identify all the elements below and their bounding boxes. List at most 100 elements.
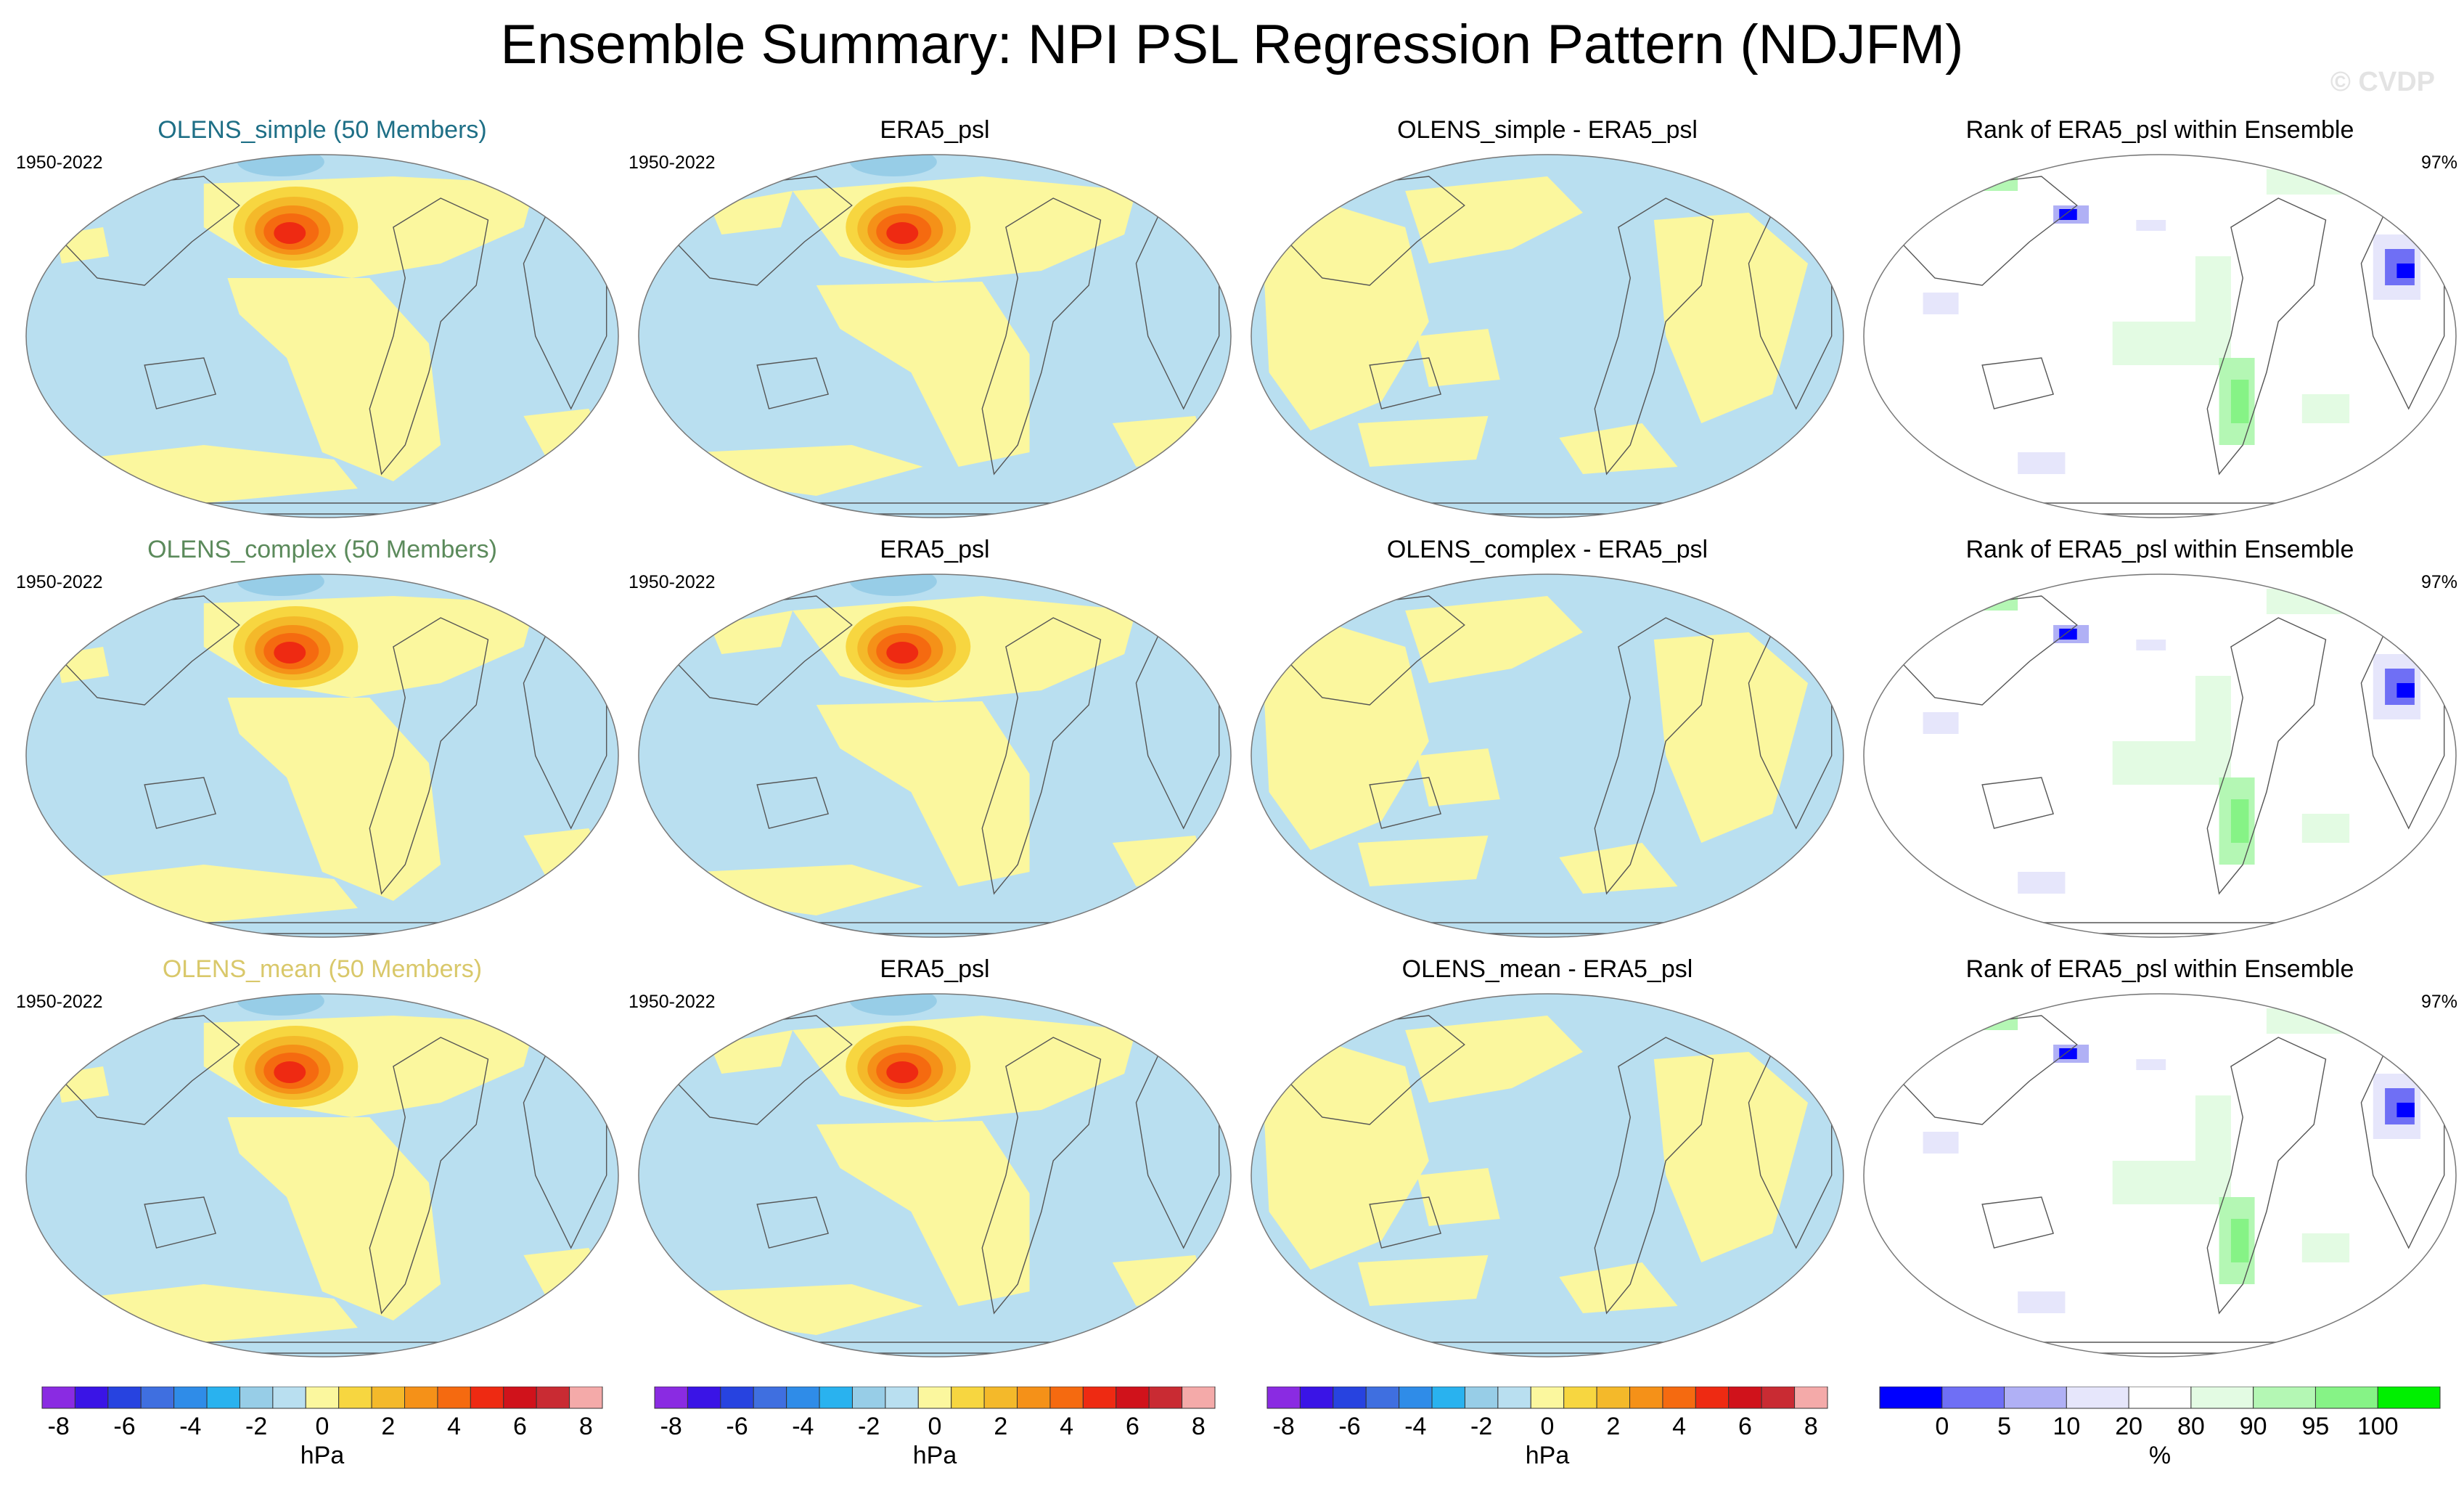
map-border bbox=[25, 993, 619, 1358]
world-map-diff bbox=[1251, 573, 1844, 938]
colorbar-tick-label: -2 bbox=[1470, 1413, 1492, 1440]
colorbar-tick-label: 8 bbox=[1804, 1413, 1818, 1440]
colorbar-swatch bbox=[338, 1387, 372, 1409]
colorbar-swatch bbox=[437, 1387, 471, 1409]
rank-percent-label: 97% bbox=[2421, 152, 2458, 173]
anomaly-west-continent-band bbox=[1263, 625, 1429, 850]
rank-cell bbox=[2397, 264, 2415, 278]
panel-title: ERA5_psl bbox=[880, 536, 990, 563]
rank-cell bbox=[2059, 629, 2077, 640]
americas-outline bbox=[2206, 617, 2327, 895]
colorbar-tick-label: -8 bbox=[660, 1413, 682, 1440]
colorbar-swatch bbox=[753, 1387, 787, 1409]
rank-cell bbox=[1911, 589, 2018, 611]
colorbar-tick-label: 4 bbox=[1060, 1413, 1073, 1440]
period-label: 1950-2022 bbox=[16, 152, 103, 173]
rank-cell bbox=[1923, 293, 1959, 314]
colorbar-swatch bbox=[569, 1387, 603, 1409]
colorbar-unit-label: % bbox=[2149, 1442, 2171, 1469]
anomaly-south-atlantic-patch bbox=[1559, 843, 1678, 894]
map-border bbox=[25, 573, 619, 938]
anomaly-west-continent-band bbox=[1263, 1045, 1429, 1270]
colorbar-swatch bbox=[2314, 1387, 2378, 1409]
anomaly-south-pacific-patch bbox=[1357, 1255, 1489, 1306]
rank-cell bbox=[2301, 1233, 2350, 1262]
polar-low-contour bbox=[849, 994, 937, 1016]
rank-cell bbox=[2136, 220, 2166, 231]
americas-outline bbox=[1594, 1037, 1714, 1315]
americas-outline bbox=[2206, 1037, 2327, 1315]
rank-cell bbox=[2059, 209, 2077, 220]
rank-cell bbox=[1911, 169, 2018, 191]
anomaly-north-pacific-arc bbox=[1405, 1016, 1583, 1103]
aleutian-contour-5 bbox=[886, 222, 919, 244]
colorbar-swatch bbox=[1049, 1387, 1084, 1409]
australia-outline bbox=[1981, 1196, 2055, 1249]
rank-cell bbox=[2397, 1103, 2415, 1117]
australia-outline bbox=[1981, 357, 2055, 409]
panel-title: Rank of ERA5_psl within Ensemble bbox=[1965, 955, 2354, 983]
anomaly-north-pacific-arc bbox=[1405, 176, 1583, 264]
americas-outline bbox=[369, 1037, 489, 1315]
colorbar-tick-label: -4 bbox=[792, 1413, 814, 1440]
colorbar-swatch bbox=[140, 1387, 175, 1409]
world-map-obs bbox=[638, 573, 1232, 938]
rank-cell bbox=[2266, 1008, 2386, 1034]
rank-cell bbox=[2301, 394, 2350, 423]
anomaly-americas-band bbox=[1653, 213, 1809, 423]
colorbar-tick-label: 6 bbox=[1126, 1413, 1139, 1440]
rank-cell bbox=[2266, 589, 2386, 614]
polar-low-contour bbox=[237, 574, 324, 596]
colorbar-swatch bbox=[470, 1387, 504, 1409]
colorbar-swatch bbox=[851, 1387, 886, 1409]
polar-low-contour bbox=[849, 155, 937, 176]
cvdp-watermark: © CVDP bbox=[2330, 67, 2435, 97]
aleutian-contour-5 bbox=[886, 642, 919, 664]
panel-title: OLENS_complex (50 Members) bbox=[147, 536, 497, 563]
colorbar-swatch bbox=[206, 1387, 240, 1409]
rank-cell bbox=[1923, 712, 1959, 734]
colorbar-swatch bbox=[720, 1387, 754, 1409]
rank-cell bbox=[2301, 814, 2350, 843]
rank-cell bbox=[1923, 1132, 1959, 1154]
colorbar-swatch bbox=[1497, 1387, 1531, 1409]
americas-outline bbox=[1594, 197, 1714, 475]
map-border bbox=[1251, 573, 1844, 938]
chart-title: Ensemble Summary: NPI PSL Regression Pat… bbox=[500, 14, 1964, 75]
colorbar-swatch bbox=[173, 1387, 208, 1409]
world-map-model bbox=[25, 154, 619, 518]
map-border bbox=[1863, 993, 2457, 1358]
map-border bbox=[25, 154, 619, 518]
colorbar-swatch bbox=[1017, 1387, 1051, 1409]
rank-cell bbox=[2112, 322, 2208, 365]
colorbar-unit-label: hPa bbox=[1526, 1442, 1570, 1469]
colorbar-swatch bbox=[404, 1387, 438, 1409]
colorbar-tick-label: 6 bbox=[1738, 1413, 1752, 1440]
colorbar-swatch bbox=[107, 1387, 142, 1409]
colorbar-tick-label: 2 bbox=[381, 1413, 395, 1440]
colorbar-swatch bbox=[1082, 1387, 1117, 1409]
colorbar-tick-label: 0 bbox=[1541, 1413, 1555, 1440]
map-border bbox=[1863, 573, 2457, 938]
colorbar-tick-label: 0 bbox=[1935, 1413, 1949, 1440]
americas-outline bbox=[1594, 617, 1714, 895]
panel-title: OLENS_simple - ERA5_psl bbox=[1397, 116, 1698, 144]
colorbar-swatch bbox=[371, 1387, 406, 1409]
rank-cell bbox=[2136, 640, 2166, 650]
colorbar-unit-label: hPa bbox=[300, 1442, 345, 1469]
colorbar-swatch bbox=[2066, 1387, 2129, 1409]
colorbar-swatch bbox=[1794, 1387, 1828, 1409]
americas-outline bbox=[369, 197, 489, 475]
anomaly-west-continent-band bbox=[1263, 205, 1429, 430]
colorbar-swatch bbox=[687, 1387, 721, 1409]
aleutian-contour-5 bbox=[274, 222, 306, 244]
rank-cell bbox=[2018, 452, 2066, 474]
anomaly-americas-band bbox=[1653, 632, 1809, 843]
colorbar-tick-label: 80 bbox=[2177, 1413, 2205, 1440]
colorbar: -8 -6 -4 -2 0 2 4 6 8 hPa bbox=[41, 1387, 603, 1469]
rank-cell bbox=[2059, 1048, 2077, 1059]
colorbar: -8 -6 -4 -2 0 2 4 6 8 hPa bbox=[1266, 1387, 1828, 1469]
panel-title: OLENS_simple (50 Members) bbox=[157, 116, 487, 144]
colorbar-swatch bbox=[1116, 1387, 1150, 1409]
anomaly-arctic-west-patch bbox=[709, 1030, 793, 1074]
